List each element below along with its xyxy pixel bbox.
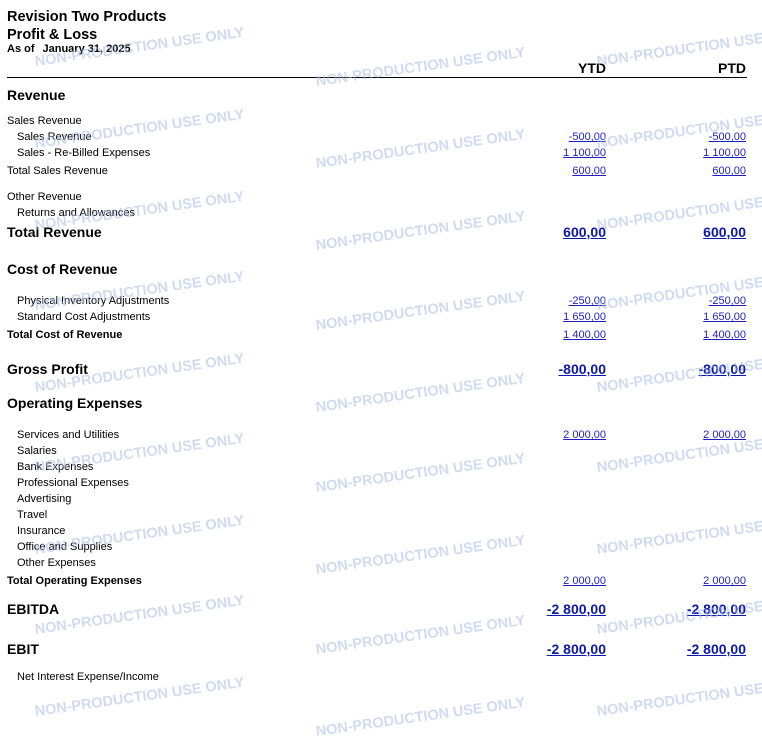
report-line: Professional Expenses (0, 476, 762, 492)
line-label: Travel (17, 509, 48, 521)
report-line: Office and Supplies (0, 540, 762, 556)
line-label: Physical Inventory Adjustments (17, 295, 170, 307)
line-label: Professional Expenses (17, 477, 129, 489)
as-of-date: January 31, 2025 (42, 43, 131, 55)
line-label: Sales Revenue (17, 131, 92, 143)
as-of-line: As of January 31, 2025 (7, 43, 131, 55)
report-line: Operating Expenses (0, 395, 762, 414)
amount-link-ytd[interactable]: 2 000,00 (563, 575, 606, 587)
report-line: Total Cost of Revenue 1 400,00 1 400,00 (0, 328, 762, 344)
report-line: Salaries (0, 444, 762, 460)
as-of-label: As of (7, 43, 35, 55)
header-divider (7, 77, 747, 78)
line-label: EBIT (7, 641, 39, 657)
report-line: Total Sales Revenue 600,00 600,00 (0, 164, 762, 180)
amount-link-ptd[interactable]: -500,00 (708, 131, 746, 143)
report-line: Travel (0, 508, 762, 524)
line-label: Total Sales Revenue (7, 165, 108, 177)
report-line: Bank Expenses (0, 460, 762, 476)
report-line: EBITDA -2 800,00 -2 800,00 (0, 601, 762, 620)
amount-link-ptd[interactable]: -250,00 (708, 295, 746, 307)
column-header-ytd: YTD (578, 60, 606, 76)
amount-link-ptd[interactable]: 1 100,00 (703, 147, 746, 159)
amount-link-ptd[interactable]: 1 400,00 (703, 329, 746, 341)
amount-link-ptd[interactable]: 1 650,00 (703, 311, 746, 323)
line-label: Office and Supplies (17, 541, 113, 553)
amount-link-ytd[interactable]: 1 650,00 (563, 311, 606, 323)
report-line: Sales Revenue (0, 114, 762, 130)
amount-link-ptd[interactable]: -2 800,00 (686, 601, 746, 617)
line-label: Standard Cost Adjustments (17, 311, 151, 323)
amount-link-ytd[interactable]: 1 400,00 (563, 329, 606, 341)
line-label: Operating Expenses (7, 395, 143, 411)
line-label: Bank Expenses (17, 461, 94, 473)
report-line: Other Expenses (0, 556, 762, 572)
watermark-text: NON-PRODUCTION USE ONLY (314, 44, 527, 90)
report-line: Other Revenue (0, 190, 762, 206)
amount-link-ptd[interactable]: 600,00 (712, 165, 746, 177)
line-label: Total Cost of Revenue (7, 329, 123, 341)
line-label: Other Expenses (17, 557, 96, 569)
line-label: Gross Profit (7, 361, 88, 377)
report-line: Sales Revenue -500,00 -500,00 (0, 130, 762, 146)
line-label: Returns and Allowances (17, 207, 136, 219)
amount-link-ytd[interactable]: -2 800,00 (546, 601, 606, 617)
amount-link-ptd[interactable]: -800,00 (698, 361, 746, 377)
column-header-ptd: PTD (718, 60, 746, 76)
amount-link-ytd[interactable]: 600,00 (563, 224, 606, 240)
amount-link-ytd[interactable]: -500,00 (568, 131, 606, 143)
line-label: EBITDA (7, 601, 60, 617)
line-label: Cost of Revenue (7, 261, 118, 277)
line-label: Revenue (7, 87, 66, 103)
amount-link-ytd[interactable]: -250,00 (568, 295, 606, 307)
amount-link-ptd[interactable]: 600,00 (703, 224, 746, 240)
amount-link-ytd[interactable]: -800,00 (558, 361, 606, 377)
line-label: Total Operating Expenses (7, 575, 142, 587)
report-line: Revenue (0, 87, 762, 106)
watermark-text: NON-PRODUCTION USE ONLY (314, 694, 527, 740)
line-label: Advertising (17, 493, 72, 505)
company-name: Revision Two Products (7, 9, 167, 25)
amount-link-ptd[interactable]: 2 000,00 (703, 575, 746, 587)
report-line: Total Operating Expenses 2 000,00 2 000,00 (0, 574, 762, 590)
amount-link-ytd[interactable]: 2 000,00 (563, 429, 606, 441)
report-line: Physical Inventory Adjustments -250,00 -25… (0, 294, 762, 310)
amount-link-ytd[interactable]: -2 800,00 (546, 641, 606, 657)
line-label: Salaries (17, 445, 57, 457)
report-line: Sales - Re-Billed Expenses 1 100,00 1 100,… (0, 146, 762, 162)
report-line: Standard Cost Adjustments 1 650,00 1 650,0… (0, 310, 762, 326)
line-label: Insurance (17, 525, 66, 537)
line-label: Sales - Re-Billed Expenses (17, 147, 151, 159)
report-line: Cost of Revenue (0, 261, 762, 280)
report-line: Net Interest Expense/Income (0, 670, 762, 686)
report-title: Profit & Loss (7, 27, 98, 43)
report-line: Gross Profit -800,00 -800,00 (0, 361, 762, 380)
amount-link-ptd[interactable]: -2 800,00 (686, 641, 746, 657)
line-label: Other Revenue (7, 191, 82, 203)
amount-link-ytd[interactable]: 1 100,00 (563, 147, 606, 159)
report-line: Returns and Allowances (0, 206, 762, 222)
line-label: Services and Utilities (17, 429, 120, 441)
line-label: Net Interest Expense/Income (17, 671, 159, 683)
amount-link-ptd[interactable]: 2 000,00 (703, 429, 746, 441)
line-label: Total Revenue (7, 224, 102, 240)
report-line: Advertising (0, 492, 762, 508)
report-line: Services and Utilities 2 000,00 2 000,00 (0, 428, 762, 444)
report-line: Total Revenue 600,00 600,00 (0, 224, 762, 243)
amount-link-ytd[interactable]: 600,00 (572, 165, 606, 177)
report-line: Insurance (0, 524, 762, 540)
report-line: EBIT -2 800,00 -2 800,00 (0, 641, 762, 660)
line-label: Sales Revenue (7, 115, 82, 127)
